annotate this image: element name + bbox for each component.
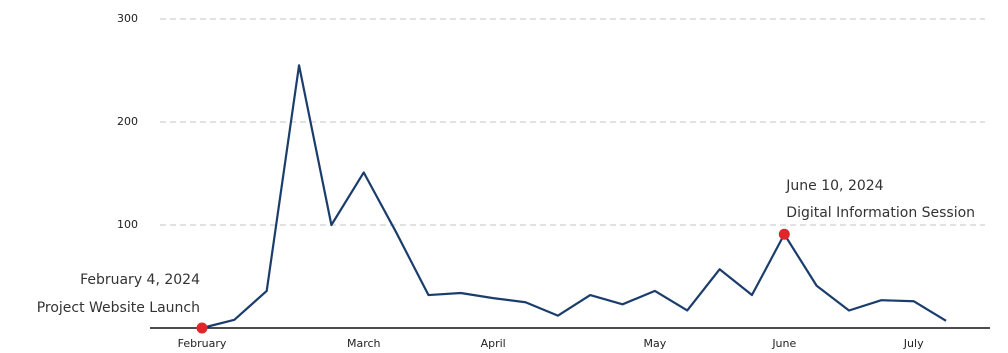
event-marker — [196, 322, 208, 334]
x-tick-label: April — [481, 337, 506, 350]
x-tick-label: February — [178, 337, 227, 350]
x-tick-label: March — [347, 337, 381, 350]
x-tick-label: June — [771, 337, 796, 350]
x-tick-label: May — [644, 337, 667, 350]
x-tick-label: July — [903, 337, 924, 350]
y-tick-label: 100 — [117, 218, 138, 231]
y-tick-label: 200 — [117, 115, 138, 128]
annotation-date: February 4, 2024 — [80, 272, 200, 288]
line — [201, 64, 947, 330]
annotation-date: June 10, 2024 — [785, 178, 883, 194]
annotation-text: Digital Information Session — [786, 205, 975, 221]
event-marker — [778, 228, 790, 240]
y-tick-label: 300 — [117, 12, 138, 25]
annotation-text: Project Website Launch — [37, 300, 200, 316]
